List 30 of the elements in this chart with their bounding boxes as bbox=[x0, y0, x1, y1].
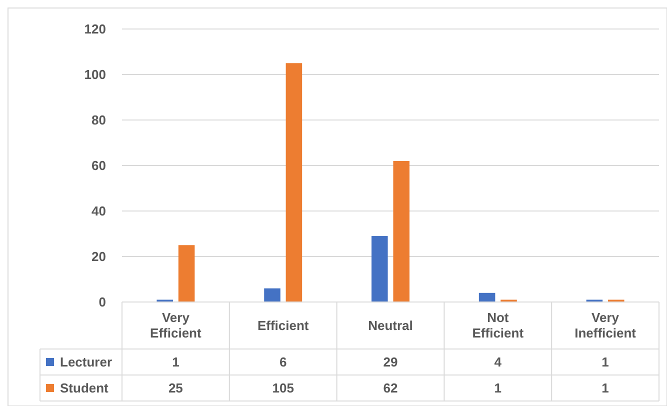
x-tick-label: Neutral bbox=[368, 318, 413, 334]
data-label: 1 bbox=[602, 380, 609, 396]
data-label: 29 bbox=[383, 354, 398, 370]
x-tick-label: Very Inefficient bbox=[574, 310, 637, 341]
x-tick-label: Efficient bbox=[257, 318, 310, 334]
bar bbox=[372, 236, 388, 302]
bar bbox=[264, 288, 280, 302]
data-label: 62 bbox=[383, 380, 398, 396]
data-label: 105 bbox=[272, 380, 294, 396]
data-label: 1 bbox=[602, 354, 609, 370]
y-tick-label: 100 bbox=[84, 67, 106, 82]
y-tick-label: 80 bbox=[92, 112, 106, 128]
bar bbox=[478, 292, 496, 302]
data-label: 1 bbox=[172, 354, 180, 370]
legend-label: Student bbox=[60, 380, 110, 396]
bar bbox=[393, 160, 410, 302]
data-label: 1 bbox=[494, 380, 502, 396]
y-tick-label: 20 bbox=[92, 249, 106, 264]
y-tick-label: 60 bbox=[92, 158, 106, 174]
bar bbox=[178, 245, 195, 302]
bar bbox=[286, 63, 302, 302]
legend-label: Lecturer bbox=[60, 354, 112, 370]
x-tick-label: Very Efficient bbox=[150, 310, 202, 341]
y-tick-label: 0 bbox=[98, 294, 106, 310]
data-label: 6 bbox=[279, 354, 287, 370]
data-label: 4 bbox=[494, 354, 502, 370]
y-tick-label: 40 bbox=[92, 204, 106, 219]
data-label: 25 bbox=[168, 380, 183, 396]
x-tick-label: Not Efficient bbox=[472, 310, 524, 341]
y-tick-label: 120 bbox=[84, 22, 106, 37]
